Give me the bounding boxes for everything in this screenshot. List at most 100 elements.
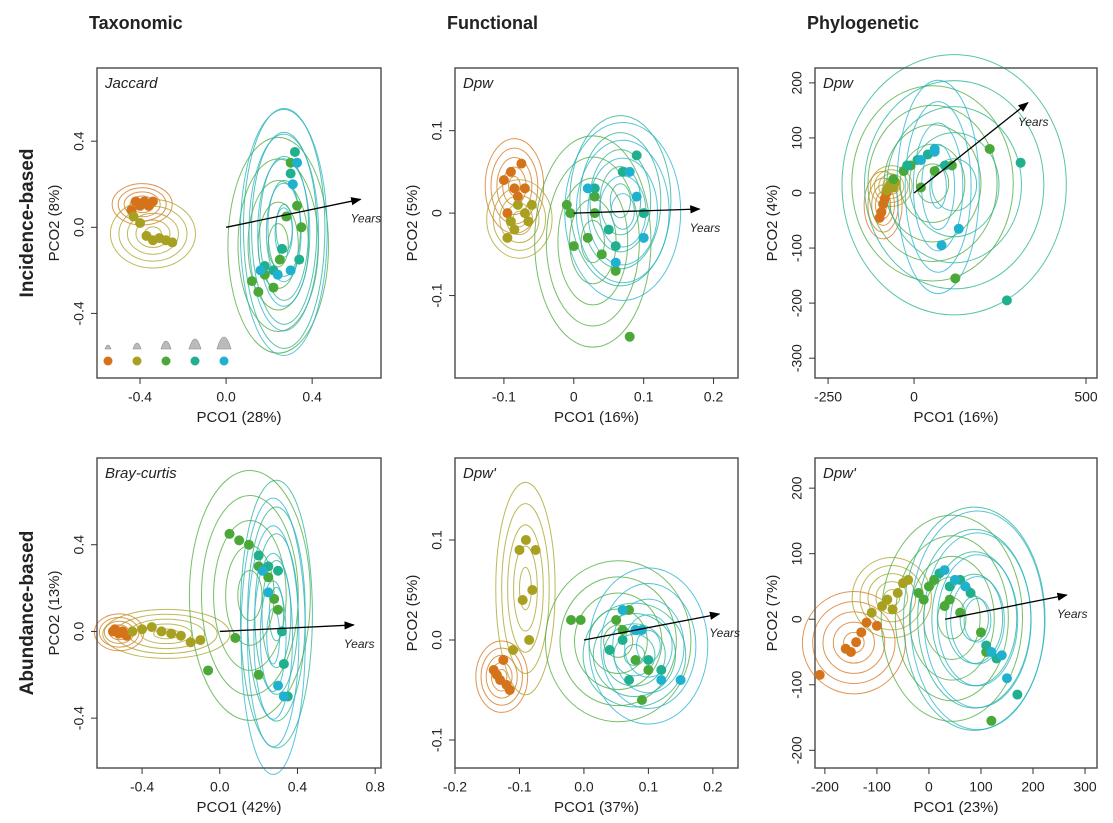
x-tick-label: 0	[570, 389, 578, 405]
plot-frame	[96, 457, 382, 769]
density-contour	[841, 54, 1067, 316]
density-contour	[123, 191, 161, 218]
density-contour	[227, 136, 329, 354]
tree-icon	[132, 342, 142, 350]
point	[861, 617, 872, 628]
column-title: Functional	[447, 13, 538, 33]
point	[1012, 689, 1023, 700]
y-tick-label: -0.4	[71, 706, 87, 730]
density-contour	[936, 554, 1019, 687]
point	[166, 628, 177, 639]
point	[517, 595, 528, 605]
point	[263, 587, 274, 598]
x-tick-label: 0	[910, 389, 918, 405]
density-contour	[579, 132, 662, 270]
point	[253, 669, 264, 680]
legend-marker	[219, 356, 229, 366]
point	[918, 594, 929, 605]
point	[498, 175, 509, 186]
point	[596, 249, 607, 260]
density-contour	[242, 107, 326, 349]
point	[526, 199, 537, 210]
point	[523, 216, 534, 227]
point	[845, 646, 856, 657]
density-contour	[259, 155, 310, 301]
point	[610, 241, 621, 252]
density-contour	[126, 212, 179, 255]
y-tick-label: 0.1	[429, 121, 445, 141]
point	[643, 655, 654, 665]
point	[1015, 157, 1026, 168]
point	[675, 675, 686, 685]
point	[263, 572, 274, 583]
point	[502, 208, 513, 219]
point	[285, 168, 296, 179]
density-contour	[240, 497, 306, 775]
y-tick-label: 0.0	[429, 630, 445, 650]
point	[1001, 673, 1012, 684]
density-contour	[475, 640, 529, 713]
density-contour	[963, 597, 992, 643]
point	[631, 150, 642, 161]
point	[876, 207, 887, 218]
x-tick-label: 200	[1021, 779, 1045, 795]
point	[589, 191, 600, 202]
density-contour	[603, 624, 634, 658]
density-contour	[600, 583, 697, 709]
point	[294, 254, 305, 265]
point	[902, 160, 913, 171]
arrow-label: Years	[351, 211, 382, 225]
x-tick-label: -0.4	[128, 389, 152, 405]
point	[504, 685, 515, 695]
x-axis-label: PCO1 (28%)	[196, 409, 281, 426]
point	[253, 286, 264, 297]
density-contour	[239, 108, 328, 356]
contours	[801, 506, 1046, 731]
x-axis-label: PCO1 (37%)	[554, 799, 639, 816]
point	[939, 565, 950, 576]
density-contour	[867, 573, 917, 623]
point	[519, 208, 530, 219]
point	[636, 695, 647, 705]
point	[630, 655, 641, 665]
point	[527, 585, 538, 595]
x-axis-label: PCO1 (42%)	[196, 799, 281, 816]
x-tick-label: 0.2	[703, 779, 723, 795]
point	[936, 240, 947, 251]
point	[269, 593, 280, 604]
density-contour	[592, 612, 676, 698]
density-contour	[246, 525, 300, 748]
x-axis-label: PCO1 (23%)	[913, 799, 998, 816]
point	[582, 183, 593, 194]
metric-annotation: Dpw	[823, 75, 854, 92]
y-tick-label: 0.0	[71, 621, 87, 641]
plot-frame	[454, 67, 739, 379]
x-axis-label: PCO1 (16%)	[913, 409, 998, 426]
point	[610, 257, 621, 268]
point	[509, 224, 520, 235]
y-axis-label: PCO2 (13%)	[46, 570, 63, 655]
point	[498, 655, 509, 665]
plot-frame	[814, 457, 1098, 769]
point	[589, 208, 600, 219]
y-tick-label: -200	[789, 289, 805, 317]
density-contour	[923, 532, 1032, 709]
x-tick-label: 0.0	[216, 389, 236, 405]
row-label: Abundance-based	[17, 531, 38, 696]
density-contour	[544, 560, 692, 723]
point	[892, 588, 903, 599]
density-contour	[213, 519, 287, 671]
density-contour	[501, 503, 550, 675]
point	[610, 265, 621, 276]
density-contour	[480, 647, 523, 706]
arrow-label: Years	[1057, 607, 1088, 621]
point	[643, 665, 654, 675]
metric-annotation: Dpw'	[463, 465, 497, 482]
point	[255, 265, 266, 276]
x-tick-label: 0.4	[302, 389, 322, 405]
y-axis-label: PCO2 (4%)	[764, 185, 781, 262]
point	[624, 166, 635, 177]
point	[109, 624, 120, 635]
point	[984, 143, 995, 154]
point	[882, 594, 893, 605]
